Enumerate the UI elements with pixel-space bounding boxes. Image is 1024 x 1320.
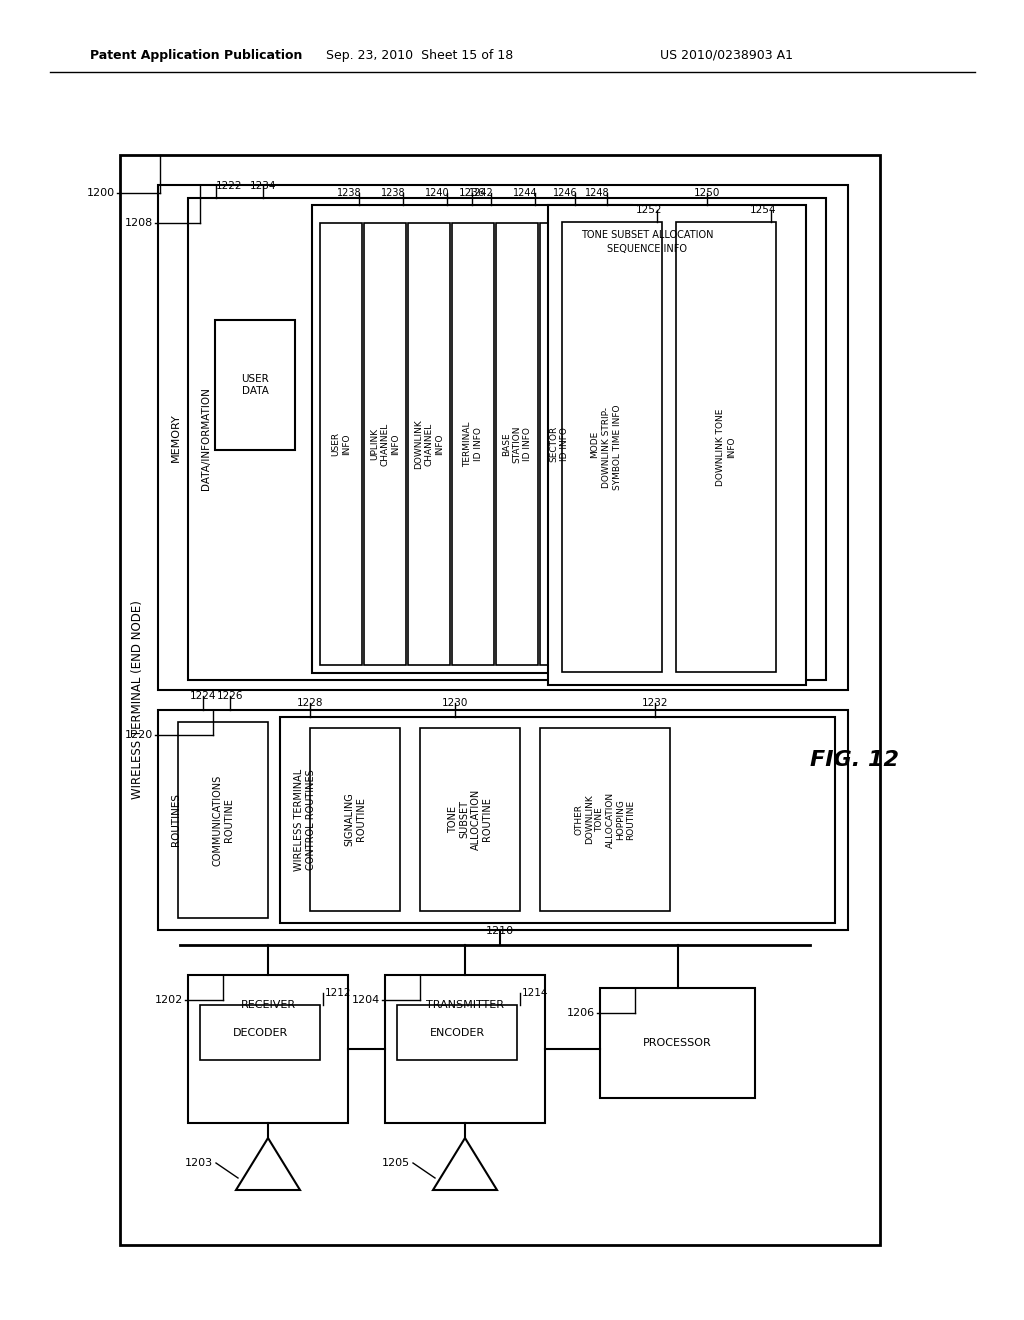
Bar bbox=[496, 223, 538, 665]
Text: 1238: 1238 bbox=[381, 187, 406, 198]
Text: OTHER
DOWNLINK
TONE
ALLOCATION
HOPPING
ROUTINE: OTHER DOWNLINK TONE ALLOCATION HOPPING R… bbox=[574, 792, 636, 847]
Text: DATA/INFORMATION: DATA/INFORMATION bbox=[201, 388, 211, 491]
Text: 1240: 1240 bbox=[425, 187, 450, 198]
Text: Patent Application Publication: Patent Application Publication bbox=[90, 49, 302, 62]
Text: 1252: 1252 bbox=[636, 205, 662, 215]
Text: DOWNLINK TONE
INFO: DOWNLINK TONE INFO bbox=[717, 408, 735, 486]
Text: SEQUENCE INFO: SEQUENCE INFO bbox=[607, 244, 687, 253]
Text: 1210: 1210 bbox=[486, 927, 514, 936]
Text: 1208: 1208 bbox=[125, 218, 153, 228]
Bar bbox=[120, 154, 880, 1245]
Text: 1244: 1244 bbox=[513, 187, 538, 198]
Text: 1250: 1250 bbox=[694, 187, 720, 198]
Bar bbox=[178, 722, 268, 917]
Bar bbox=[676, 222, 776, 672]
Text: PROCESSOR: PROCESSOR bbox=[643, 1038, 712, 1048]
Bar bbox=[319, 223, 362, 665]
Text: UPLINK
CHANNEL
INFO: UPLINK CHANNEL INFO bbox=[370, 422, 400, 466]
Bar bbox=[397, 1005, 517, 1060]
Text: 1226: 1226 bbox=[217, 690, 244, 701]
Text: 1200: 1200 bbox=[87, 187, 115, 198]
Bar bbox=[158, 185, 848, 690]
Text: DOWNLINK
CHANNEL
INFO: DOWNLINK CHANNEL INFO bbox=[414, 420, 443, 469]
Text: 1205: 1205 bbox=[382, 1158, 410, 1168]
Text: 1202: 1202 bbox=[155, 995, 183, 1005]
Bar bbox=[420, 729, 520, 911]
Bar bbox=[200, 1005, 319, 1060]
Bar bbox=[188, 975, 348, 1123]
Text: 1234: 1234 bbox=[250, 181, 276, 191]
Text: 1230: 1230 bbox=[441, 698, 468, 708]
Bar bbox=[364, 223, 406, 665]
Text: 1224: 1224 bbox=[189, 690, 216, 701]
Text: BASE
STATION
ID INFO: BASE STATION ID INFO bbox=[502, 425, 531, 463]
Text: TERMINAL
ID INFO: TERMINAL ID INFO bbox=[463, 421, 482, 467]
Text: TONE
SUBSET
ALLOCATION
ROUTINE: TONE SUBSET ALLOCATION ROUTINE bbox=[447, 789, 493, 850]
Text: 1214: 1214 bbox=[522, 987, 549, 998]
Text: 1212: 1212 bbox=[325, 987, 351, 998]
Text: TRANSMITTER: TRANSMITTER bbox=[426, 1001, 504, 1010]
Text: 1220: 1220 bbox=[125, 730, 153, 741]
Bar bbox=[158, 710, 848, 931]
Text: WIRELESS TERMINAL (END NODE): WIRELESS TERMINAL (END NODE) bbox=[131, 601, 144, 800]
Bar bbox=[540, 223, 578, 665]
Text: DECODER: DECODER bbox=[232, 1027, 288, 1038]
Bar bbox=[548, 205, 806, 685]
Bar bbox=[280, 717, 835, 923]
Bar bbox=[215, 319, 295, 450]
Text: 1228: 1228 bbox=[297, 698, 324, 708]
Text: 1254: 1254 bbox=[750, 205, 776, 215]
Text: MEMORY: MEMORY bbox=[171, 413, 181, 462]
Text: 1206: 1206 bbox=[567, 1008, 595, 1018]
Bar bbox=[580, 223, 610, 665]
Text: DOWNLINK STRIP-
SYMBOL TIME INFO: DOWNLINK STRIP- SYMBOL TIME INFO bbox=[602, 404, 622, 490]
Text: WIRELESS TERMINAL
CONTROL ROUTINES: WIRELESS TERMINAL CONTROL ROUTINES bbox=[294, 768, 315, 871]
Text: 1203: 1203 bbox=[185, 1158, 213, 1168]
Text: US 2010/0238903 A1: US 2010/0238903 A1 bbox=[660, 49, 793, 62]
Bar bbox=[452, 223, 494, 665]
Text: MODE: MODE bbox=[591, 430, 599, 458]
Text: ROUTINES: ROUTINES bbox=[171, 793, 181, 846]
Bar bbox=[188, 198, 826, 680]
Text: ENCODER: ENCODER bbox=[429, 1027, 484, 1038]
Text: 1222: 1222 bbox=[216, 181, 243, 191]
Bar bbox=[408, 223, 450, 665]
Text: 1236: 1236 bbox=[459, 187, 485, 198]
Text: 1232: 1232 bbox=[642, 698, 669, 708]
Text: RECEIVER: RECEIVER bbox=[241, 1001, 296, 1010]
Text: 1238: 1238 bbox=[337, 187, 362, 198]
Text: USER
INFO: USER INFO bbox=[332, 432, 350, 457]
Text: Sep. 23, 2010  Sheet 15 of 18: Sep. 23, 2010 Sheet 15 of 18 bbox=[327, 49, 514, 62]
Bar bbox=[562, 222, 662, 672]
Bar bbox=[385, 975, 545, 1123]
Text: 1204: 1204 bbox=[352, 995, 380, 1005]
Text: SECTOR
ID INFO: SECTOR ID INFO bbox=[549, 426, 568, 462]
Bar bbox=[540, 729, 670, 911]
Bar bbox=[600, 987, 755, 1098]
Text: 1242: 1242 bbox=[469, 187, 494, 198]
Text: 1246: 1246 bbox=[553, 187, 578, 198]
Text: FIG. 12: FIG. 12 bbox=[811, 750, 899, 770]
Text: SIGNALING
ROUTINE: SIGNALING ROUTINE bbox=[344, 792, 366, 846]
Bar bbox=[310, 729, 400, 911]
Text: COMMUNICATIONS
ROUTINE: COMMUNICATIONS ROUTINE bbox=[212, 775, 233, 866]
Bar bbox=[312, 205, 632, 673]
Text: 1248: 1248 bbox=[586, 187, 610, 198]
Text: TONE SUBSET ALLOCATION: TONE SUBSET ALLOCATION bbox=[581, 230, 714, 240]
Text: USER
DATA: USER DATA bbox=[241, 374, 269, 396]
